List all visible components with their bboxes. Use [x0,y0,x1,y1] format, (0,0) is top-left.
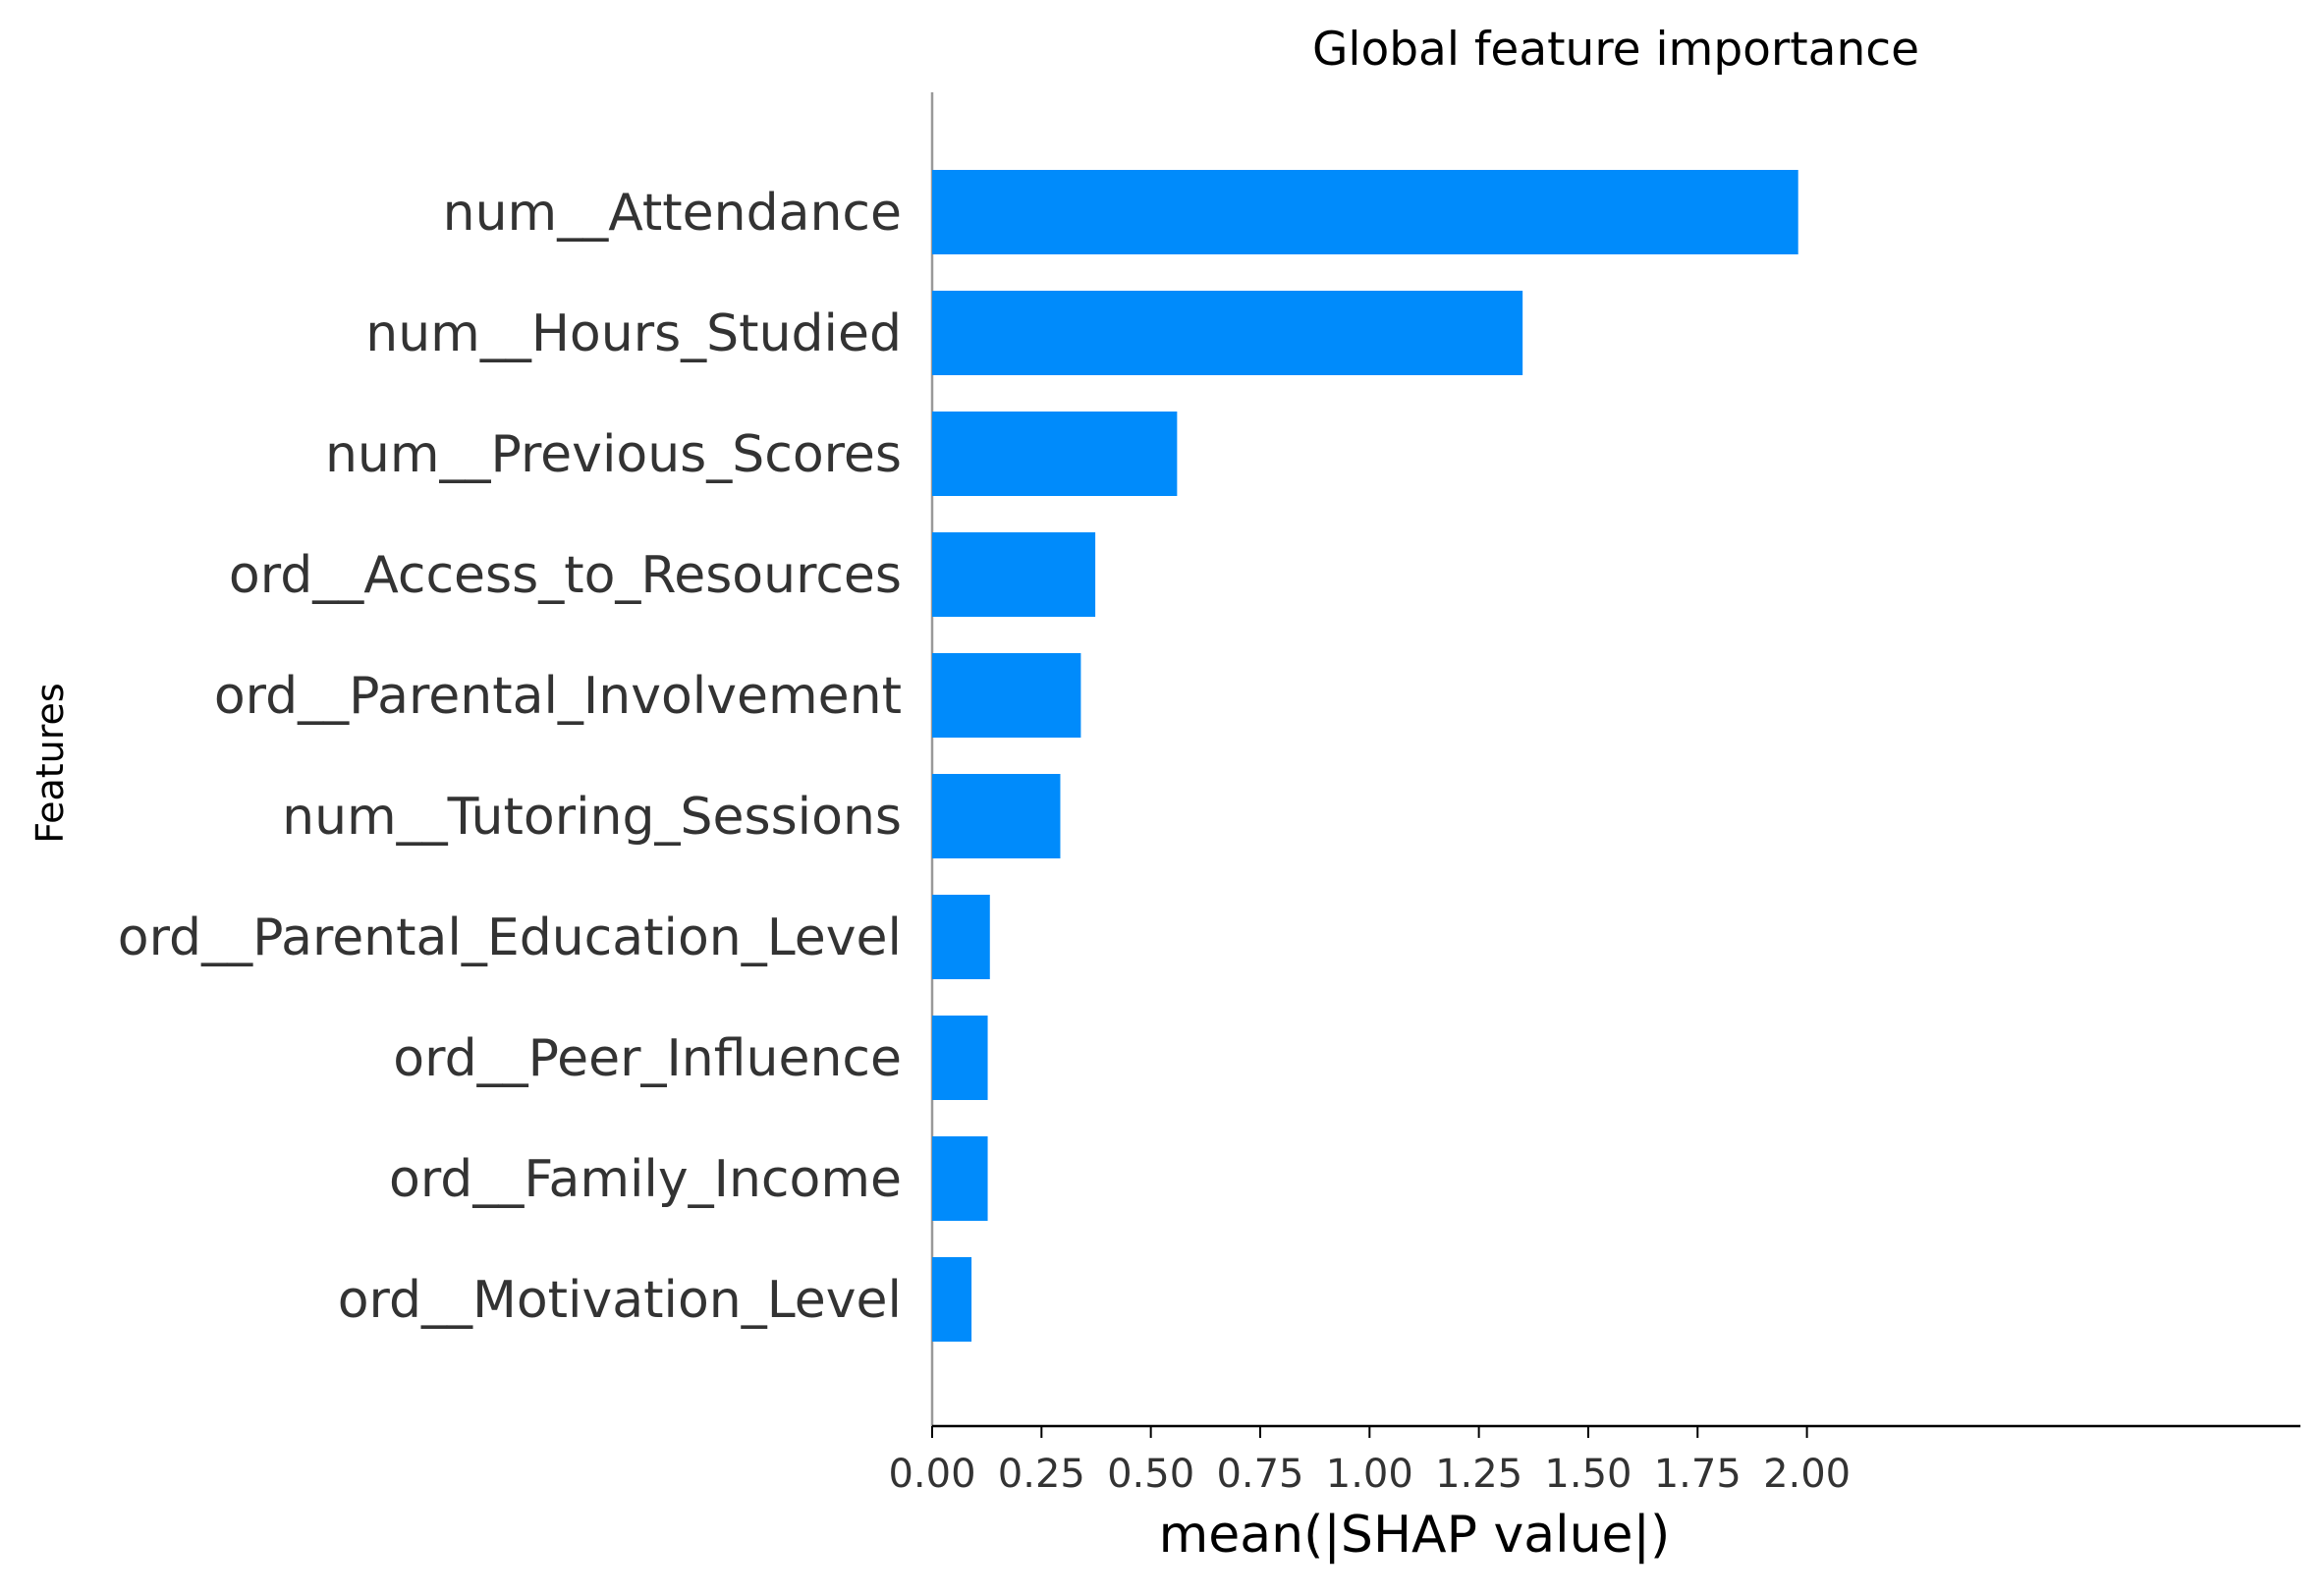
bar-4 [932,653,1081,738]
bar-9 [932,1257,972,1342]
y-axis-label: Features [28,683,72,843]
bar-0 [932,170,1798,254]
bar-6 [932,895,990,979]
bars-group [932,170,1798,1342]
x-tick-label-6: 1.50 [1544,1452,1632,1497]
x-tick-label-2: 0.50 [1107,1452,1194,1497]
category-label-9: ord__Motivation_Level [338,1271,902,1330]
category-label-5: num__Tutoring_Sessions [282,788,902,847]
x-ticks: 0.00 0.25 0.50 0.75 1.00 1.25 1.50 1.75 2.00 [888,1426,1851,1497]
category-label-4: ord__Parental_Involvement [214,667,902,726]
category-label-3: ord__Access_to_Resources [229,546,902,605]
category-label-6: ord__Parental_Education_Level [118,908,902,967]
x-tick-label-0: 0.00 [888,1452,975,1497]
x-tick-label-1: 0.25 [998,1452,1085,1497]
category-label-2: num__Previous_Scores [325,425,902,484]
category-label-0: num__Attendance [443,184,902,243]
x-tick-label-8: 2.00 [1763,1452,1851,1497]
x-tick-label-5: 1.25 [1435,1452,1522,1497]
bar-2 [932,412,1178,496]
x-tick-label-4: 1.00 [1326,1452,1413,1497]
category-labels: num__Attendance num__Hours_Studied num__Pr… [118,184,902,1330]
x-tick-label-7: 1.75 [1654,1452,1742,1497]
category-label-8: ord__Family_Income [389,1150,902,1209]
bar-1 [932,291,1523,375]
category-label-1: num__Hours_Studied [365,304,902,363]
x-tick-label-3: 0.75 [1216,1452,1303,1497]
bar-7 [932,1016,988,1100]
bar-8 [932,1136,988,1221]
chart-title: Global feature importance [1312,23,1919,77]
category-label-7: ord__Peer_Influence [393,1029,902,1088]
x-axis-label: mean(|SHAP value|) [1159,1506,1671,1565]
bar-3 [932,532,1096,617]
bar-5 [932,774,1061,858]
